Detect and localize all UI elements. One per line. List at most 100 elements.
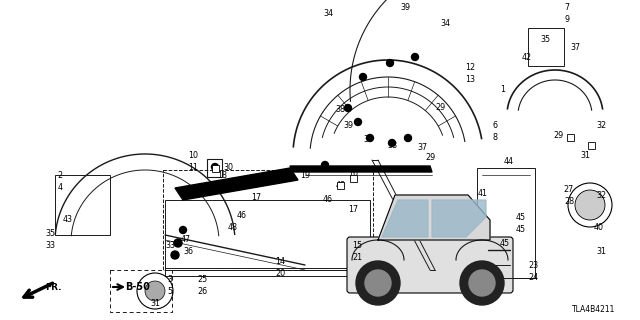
Text: 45: 45 bbox=[516, 213, 526, 222]
Text: 4: 4 bbox=[58, 182, 63, 191]
Text: 45: 45 bbox=[500, 239, 510, 249]
Text: 37: 37 bbox=[417, 143, 427, 153]
Bar bbox=[337, 181, 344, 188]
Text: 47: 47 bbox=[181, 236, 191, 244]
Circle shape bbox=[360, 74, 367, 81]
Bar bbox=[163, 170, 373, 270]
Text: 40: 40 bbox=[594, 223, 604, 233]
Text: 14: 14 bbox=[275, 258, 285, 267]
Text: 32: 32 bbox=[596, 121, 606, 130]
Bar bbox=[207, 159, 222, 177]
Text: 11: 11 bbox=[188, 163, 198, 172]
Text: 8: 8 bbox=[493, 132, 497, 141]
Circle shape bbox=[575, 190, 605, 220]
Polygon shape bbox=[378, 195, 490, 240]
Text: 27: 27 bbox=[564, 186, 574, 195]
Bar bbox=[165, 200, 370, 270]
Text: 45: 45 bbox=[516, 226, 526, 235]
Polygon shape bbox=[382, 200, 428, 237]
Bar bbox=[55, 175, 110, 235]
Text: 39: 39 bbox=[363, 135, 373, 145]
Text: 15: 15 bbox=[352, 241, 362, 250]
Text: 43: 43 bbox=[63, 215, 73, 225]
Bar bbox=[566, 133, 573, 140]
Text: 16: 16 bbox=[248, 180, 258, 189]
Text: 34: 34 bbox=[323, 10, 333, 19]
Text: 37: 37 bbox=[570, 43, 580, 52]
Text: 33: 33 bbox=[165, 241, 175, 250]
Bar bbox=[349, 174, 356, 181]
Text: 24: 24 bbox=[528, 273, 538, 282]
Text: FR.: FR. bbox=[45, 283, 61, 292]
Text: 35: 35 bbox=[45, 229, 55, 238]
Circle shape bbox=[179, 227, 186, 234]
Text: 29: 29 bbox=[426, 154, 436, 163]
Text: 10: 10 bbox=[188, 150, 198, 159]
Text: 31: 31 bbox=[596, 247, 606, 257]
Text: 13: 13 bbox=[465, 75, 475, 84]
Text: 39: 39 bbox=[400, 4, 410, 12]
Text: B-50: B-50 bbox=[125, 282, 150, 292]
Text: 7: 7 bbox=[564, 4, 570, 12]
Bar bbox=[528, 28, 564, 66]
Text: 42: 42 bbox=[522, 52, 532, 61]
Text: 39: 39 bbox=[343, 122, 353, 131]
Circle shape bbox=[412, 53, 419, 60]
Text: 38: 38 bbox=[387, 141, 397, 150]
Circle shape bbox=[211, 164, 218, 171]
Bar bbox=[110, 270, 172, 312]
Text: 29: 29 bbox=[553, 131, 563, 140]
Text: 9: 9 bbox=[564, 15, 570, 25]
Text: 46: 46 bbox=[323, 196, 333, 204]
FancyBboxPatch shape bbox=[347, 237, 513, 293]
Text: 32: 32 bbox=[596, 191, 606, 201]
Text: 31: 31 bbox=[150, 300, 160, 308]
Text: 34: 34 bbox=[440, 20, 450, 28]
Text: 48: 48 bbox=[336, 181, 346, 190]
Text: 26: 26 bbox=[197, 286, 207, 295]
Circle shape bbox=[174, 239, 182, 247]
Bar bbox=[211, 164, 218, 172]
Circle shape bbox=[469, 270, 495, 296]
Text: 17: 17 bbox=[251, 193, 261, 202]
Text: 35: 35 bbox=[540, 36, 550, 44]
Circle shape bbox=[356, 261, 400, 305]
Circle shape bbox=[355, 118, 362, 125]
Text: 38: 38 bbox=[335, 106, 345, 115]
Text: 36: 36 bbox=[183, 247, 193, 257]
Text: 20: 20 bbox=[275, 269, 285, 278]
Circle shape bbox=[404, 134, 412, 141]
Text: 1: 1 bbox=[500, 85, 506, 94]
Text: 5: 5 bbox=[168, 286, 173, 295]
Circle shape bbox=[367, 134, 374, 141]
Bar bbox=[477, 168, 535, 278]
Text: 31: 31 bbox=[580, 150, 590, 159]
Circle shape bbox=[344, 105, 351, 111]
Circle shape bbox=[171, 251, 179, 259]
Text: 21: 21 bbox=[352, 252, 362, 261]
Text: 3: 3 bbox=[168, 275, 173, 284]
Text: 18: 18 bbox=[217, 172, 227, 180]
Circle shape bbox=[145, 281, 165, 301]
Text: 41: 41 bbox=[478, 188, 488, 197]
Bar bbox=[588, 141, 595, 148]
Circle shape bbox=[460, 261, 504, 305]
Text: 22: 22 bbox=[217, 183, 227, 193]
Text: 19: 19 bbox=[300, 172, 310, 180]
Text: 33: 33 bbox=[45, 242, 55, 251]
Text: 12: 12 bbox=[465, 62, 475, 71]
Polygon shape bbox=[175, 168, 298, 200]
Bar bbox=[165, 268, 370, 276]
Polygon shape bbox=[432, 200, 486, 237]
Text: 6: 6 bbox=[493, 121, 497, 130]
Text: 48: 48 bbox=[228, 223, 238, 233]
Text: 30: 30 bbox=[223, 163, 233, 172]
Text: 28: 28 bbox=[564, 197, 574, 206]
Circle shape bbox=[321, 162, 328, 169]
Text: 46: 46 bbox=[237, 212, 247, 220]
Circle shape bbox=[365, 270, 391, 296]
Circle shape bbox=[388, 140, 396, 147]
Text: TLA4B4211: TLA4B4211 bbox=[572, 306, 615, 315]
Text: 2: 2 bbox=[58, 171, 63, 180]
Text: 44: 44 bbox=[504, 157, 514, 166]
